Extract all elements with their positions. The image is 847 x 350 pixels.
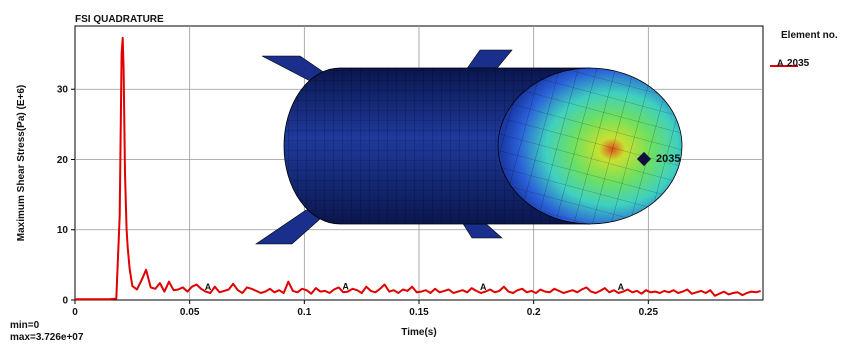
series-marker-label: A bbox=[618, 282, 625, 292]
legend-series-name: 2035 bbox=[787, 58, 810, 69]
fe-end-cap-mesh bbox=[498, 68, 682, 224]
x-tick-label: 0.2 bbox=[527, 307, 541, 318]
y-tick-label: 0 bbox=[62, 296, 68, 307]
y-tick-label: 20 bbox=[57, 155, 69, 166]
chart-title: FSI QUADRATURE bbox=[75, 14, 164, 25]
element-marker bbox=[636, 151, 652, 167]
series-marker-label: A bbox=[480, 282, 487, 292]
min-value-text: min=0 bbox=[10, 320, 40, 331]
x-tick-label: 0 bbox=[72, 307, 78, 318]
series-marker-label: A bbox=[342, 281, 349, 291]
legend-marker: A bbox=[777, 58, 784, 68]
x-tick-label: 0.15 bbox=[409, 307, 429, 318]
legend: Element no. A 2035 bbox=[770, 30, 838, 69]
series-line-2035 bbox=[75, 36, 761, 301]
legend-title: Element no. bbox=[781, 30, 838, 41]
x-axis-label: Time(s) bbox=[401, 327, 436, 338]
x-tick-label: 0.1 bbox=[297, 307, 311, 318]
series-marker-label: A bbox=[205, 282, 212, 292]
y-axis-label: Maximum Shear Stress(Pa) (E+6) bbox=[16, 85, 27, 241]
series-layer bbox=[75, 36, 761, 301]
x-tick-label: 0.25 bbox=[639, 307, 659, 318]
axis-ticks: 0 10 20 30 0 0.05 0.1 0.15 0.2 0.25 bbox=[57, 85, 659, 318]
y-tick-label: 10 bbox=[57, 225, 69, 236]
fe-model-inset: 2035 bbox=[255, 49, 683, 245]
max-value-text: max=3.726e+07 bbox=[10, 332, 84, 343]
x-tick-label: 0.05 bbox=[180, 307, 200, 318]
y-tick-label: 30 bbox=[57, 85, 69, 96]
element-marker-label: 2035 bbox=[656, 153, 680, 165]
